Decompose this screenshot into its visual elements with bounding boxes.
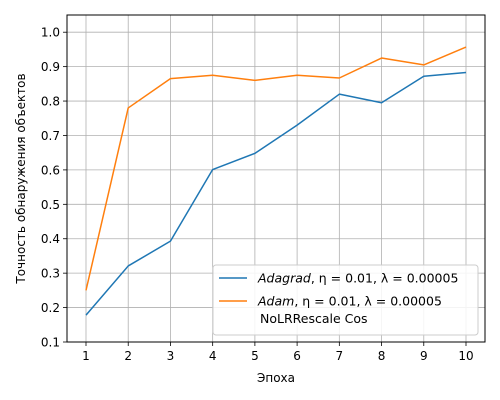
- x-tick-label: 7: [336, 349, 344, 363]
- y-axis-label: Точность обнаружения объектов: [14, 73, 28, 284]
- y-tick-label: 0.2: [41, 301, 60, 315]
- x-tick-label: 10: [458, 349, 473, 363]
- x-axis-label: Эпоха: [257, 371, 295, 385]
- y-tick-label: 0.6: [41, 163, 60, 177]
- series-line-2: [86, 47, 466, 290]
- legend-entry-2-line2: NoLRRescale Cos: [260, 311, 368, 326]
- y-tick-label: 0.8: [41, 95, 60, 109]
- legend-entry-params: , η = 0.01, λ = 0.00005: [294, 294, 442, 309]
- x-tick-label: 2: [124, 349, 132, 363]
- y-tick-label: 0.5: [41, 198, 60, 212]
- x-tick-label: 4: [209, 349, 217, 363]
- x-tick-label: 9: [420, 349, 428, 363]
- x-tick-label: 8: [378, 349, 386, 363]
- legend-entry-1: Adagrad, η = 0.01, λ = 0.00005: [257, 271, 458, 286]
- y-tick-label: 0.3: [41, 267, 60, 281]
- legend-entry-params: , η = 0.01, λ = 0.00005: [311, 271, 459, 286]
- x-tick-label: 5: [251, 349, 259, 363]
- legend-entry-optimizer: Adagrad: [257, 271, 311, 286]
- x-tick-label: 3: [167, 349, 175, 363]
- y-tick-label: 1.0: [41, 26, 60, 40]
- y-tick-label: 0.4: [41, 232, 60, 246]
- x-tick-label: 6: [293, 349, 301, 363]
- y-tick-label: 0.7: [41, 129, 60, 143]
- legend-entry-2: Adam, η = 0.01, λ = 0.00005: [257, 294, 442, 309]
- legend-entry-optimizer: Adam: [257, 294, 294, 309]
- y-tick-label: 0.9: [41, 60, 60, 74]
- y-tick-label: 0.1: [41, 336, 60, 350]
- x-tick-label: 1: [82, 349, 90, 363]
